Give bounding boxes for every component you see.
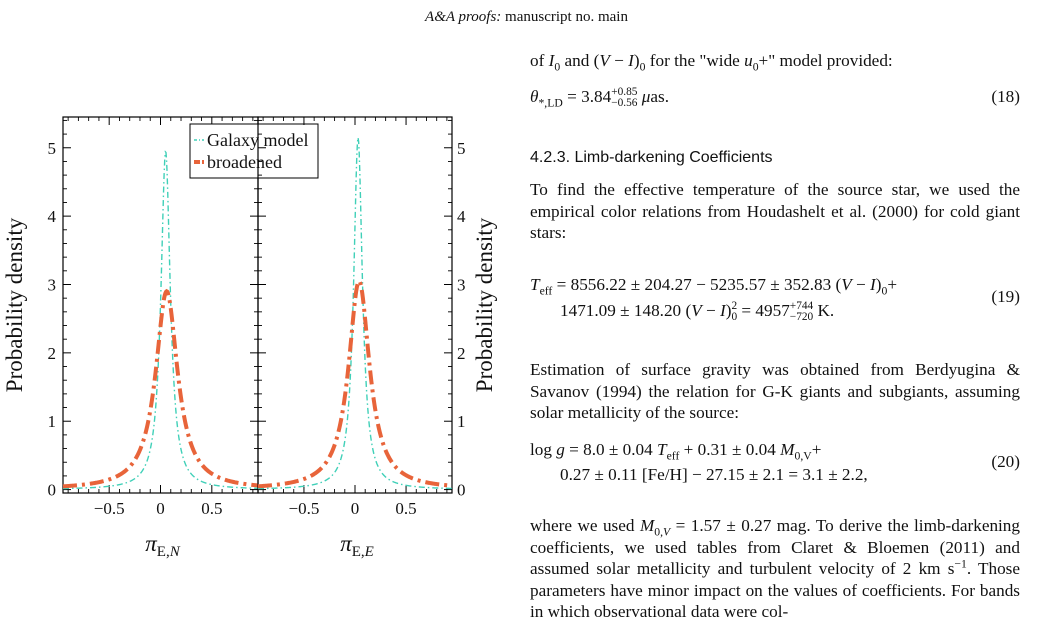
- equation-18: θ*,LD = 3.84 +0.85 −0.56 μas. (18): [530, 85, 1020, 110]
- equation-number: (18): [991, 87, 1020, 106]
- equation-20-line-2: 0.27 ± 0.11 [Fe/H] − 27.15 ± 2.1 = 3.1 ±…: [560, 465, 868, 484]
- manuscript-label: manuscript no. main: [505, 9, 628, 25]
- y-tick-label: 1: [48, 412, 57, 431]
- x-axis-label: πE,E: [340, 531, 374, 560]
- x-tick-label: 0.5: [201, 499, 222, 518]
- y-axis-label: Probability density: [472, 217, 497, 392]
- paragraph: where we used M0,V = 1.57 ± 0.27 mag. To…: [530, 516, 1020, 621]
- equation-number: (19): [991, 287, 1020, 306]
- y-tick-label: 4: [48, 207, 57, 226]
- legend-entry-label: broadened: [207, 152, 282, 172]
- series-line-broadened: [62, 288, 259, 489]
- y-tick-label: 1: [457, 412, 466, 431]
- x-tick-label: 0: [351, 499, 360, 518]
- y-tick-label: 3: [48, 275, 57, 294]
- y-tick-label: 0: [48, 481, 57, 500]
- journal-name: A&A proofs:: [425, 9, 502, 25]
- x-tick-label: −0.5: [289, 499, 320, 518]
- y-axis-label: Probability density: [2, 217, 27, 392]
- panel-pi-e-e: −0.5 0 0.5 0 1 2 3 4 5 πE,E Probability density: [257, 116, 497, 560]
- series-line-galaxy-model: [257, 137, 453, 490]
- section-heading: 4.2.3. Limb-darkening Coefficients: [530, 149, 773, 166]
- running-header: A&A proofs: manuscript no. main: [0, 9, 1053, 26]
- equation-number: (20): [991, 452, 1020, 471]
- y-tick-label: 2: [457, 344, 466, 363]
- intro-text: of I0 and (V − I)0 for the "wide u0+" mo…: [530, 51, 893, 74]
- equation-19-line-2: 1471.09 ± 148.20 (V − I) 2 0 = 4957 +744 −72…: [560, 299, 835, 324]
- x-tick-label: 0: [156, 499, 165, 518]
- legend-box: [189, 123, 319, 179]
- y-tick-label: 0: [457, 481, 466, 500]
- y-tick-label: 5: [457, 139, 466, 158]
- paragraph: To find the effective temperature of the…: [530, 180, 1020, 242]
- x-tick-label: −0.5: [94, 499, 125, 518]
- y-tick-label: 4: [457, 207, 466, 226]
- y-tick-label: 3: [457, 275, 466, 294]
- series-line-galaxy-model: [62, 150, 259, 490]
- y-tick-label: 5: [48, 139, 57, 158]
- equation-19: Teff = 8556.22 ± 204.27 − 5235.57 ± 352.…: [530, 275, 898, 298]
- x-tick-label: 0.5: [395, 499, 416, 518]
- equation-20: log g = 8.0 ± 0.04 Teff + 0.31 ± 0.04 M0…: [530, 440, 822, 463]
- y-tick-label: 2: [48, 344, 57, 363]
- series-line-broadened: [257, 278, 453, 489]
- x-axis-label: πE,N: [145, 531, 180, 560]
- paragraph: Estimation of surface gravity was obtain…: [530, 360, 1020, 422]
